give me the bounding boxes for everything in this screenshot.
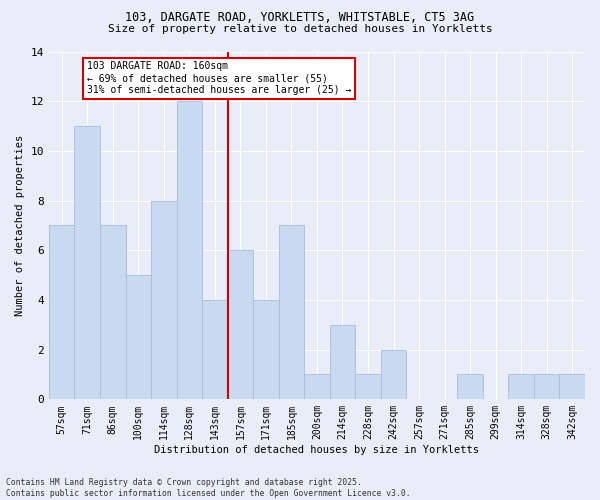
Bar (304, 374, 330, 400)
Bar (559, 374, 585, 400)
Bar (534, 374, 559, 400)
Bar (49, 226, 74, 400)
Bar (457, 374, 483, 400)
Bar (253, 300, 278, 400)
Text: 103 DARGATE ROAD: 160sqm
← 69% of detached houses are smaller (55)
31% of semi-d: 103 DARGATE ROAD: 160sqm ← 69% of detach… (87, 62, 352, 94)
Bar (74, 126, 100, 400)
Bar (151, 200, 176, 400)
Bar (227, 250, 253, 400)
Bar (381, 350, 406, 400)
Text: Contains HM Land Registry data © Crown copyright and database right 2025.
Contai: Contains HM Land Registry data © Crown c… (6, 478, 410, 498)
Bar (176, 101, 202, 400)
Bar (125, 275, 151, 400)
Bar (330, 325, 355, 400)
Text: 103, DARGATE ROAD, YORKLETTS, WHITSTABLE, CT5 3AG: 103, DARGATE ROAD, YORKLETTS, WHITSTABLE… (125, 11, 475, 24)
Bar (202, 300, 227, 400)
Y-axis label: Number of detached properties: Number of detached properties (15, 135, 25, 316)
Text: Size of property relative to detached houses in Yorkletts: Size of property relative to detached ho… (107, 24, 493, 34)
Bar (355, 374, 381, 400)
Bar (508, 374, 534, 400)
Bar (100, 226, 125, 400)
Bar (278, 226, 304, 400)
X-axis label: Distribution of detached houses by size in Yorkletts: Distribution of detached houses by size … (154, 445, 479, 455)
